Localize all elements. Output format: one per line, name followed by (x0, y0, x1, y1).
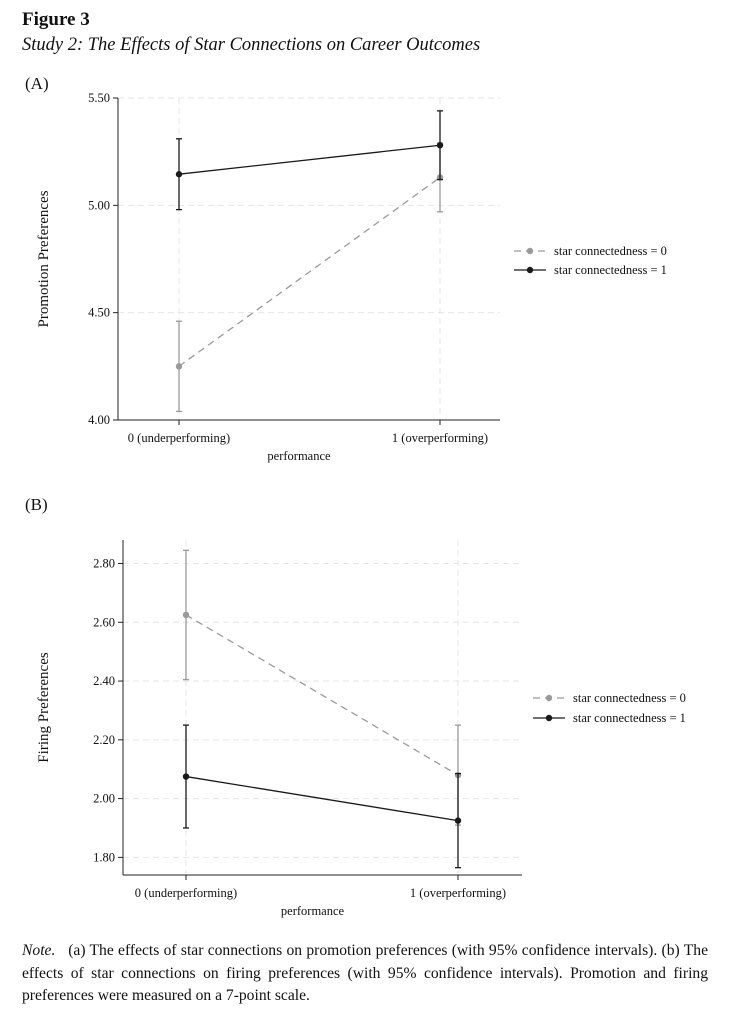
series-line (178, 144, 441, 175)
y-tick-label: 4.00 (88, 413, 110, 427)
series-line (185, 614, 459, 776)
data-point (175, 171, 183, 178)
figure-note: Note. (a) The effects of star connection… (22, 940, 708, 1008)
y-tick-label: 2.20 (93, 733, 115, 747)
x-tick-label: 1 (overperforming) (410, 886, 506, 900)
data-point (454, 817, 462, 824)
data-point (175, 363, 183, 370)
figure-title: Study 2: The Effects of Star Connections… (22, 35, 481, 55)
y-tick-label: 2.80 (93, 557, 115, 571)
data-point (182, 773, 190, 780)
firing-chart: 1.80 2.00 2.20 2.40 2.60 2.80 0 (underperformi… (36, 540, 686, 918)
legend-label: star connectedness = 0 (554, 244, 667, 258)
y-tick-label: 5.50 (88, 91, 110, 105)
legend-marker (526, 266, 534, 274)
legend-marker (526, 247, 534, 255)
y-axis-title: Firing Preferences (36, 652, 52, 763)
x-axis-title: performance (267, 449, 331, 463)
promotion-chart: 4.00 4.50 5.00 5.50 0 (underperforming) 1 (ov… (36, 91, 667, 463)
y-tick-label: 2.60 (93, 615, 115, 629)
note-text: (a) The effects of star connections on p… (22, 942, 708, 1004)
x-axis-title: performance (281, 904, 345, 918)
legend-label: star connectedness = 0 (573, 691, 686, 705)
x-tick-label: 0 (underperforming) (128, 431, 230, 445)
figure-label: Figure 3 (22, 9, 90, 30)
data-point (182, 611, 190, 619)
y-tick-label: 2.00 (93, 792, 115, 806)
y-axis-title: Promotion Preferences (36, 190, 52, 327)
series-line (178, 176, 441, 367)
series-line (185, 775, 459, 822)
note-label: Note. (22, 942, 56, 959)
panel-a-label: (A) (25, 74, 49, 93)
y-tick-label: 4.50 (88, 306, 110, 320)
y-tick-label: 1.80 (93, 850, 115, 864)
data-point (436, 142, 444, 149)
x-tick-label: 0 (underperforming) (135, 886, 237, 900)
panel-b-label: (B) (25, 495, 48, 514)
legend-label: star connectedness = 1 (554, 263, 667, 277)
x-tick-label: 1 (overperforming) (392, 431, 488, 445)
legend-marker (545, 714, 553, 722)
y-tick-label: 2.40 (93, 674, 115, 688)
legend-label: star connectedness = 1 (573, 711, 686, 725)
y-tick-label: 5.00 (88, 198, 110, 212)
legend-marker (545, 694, 553, 702)
